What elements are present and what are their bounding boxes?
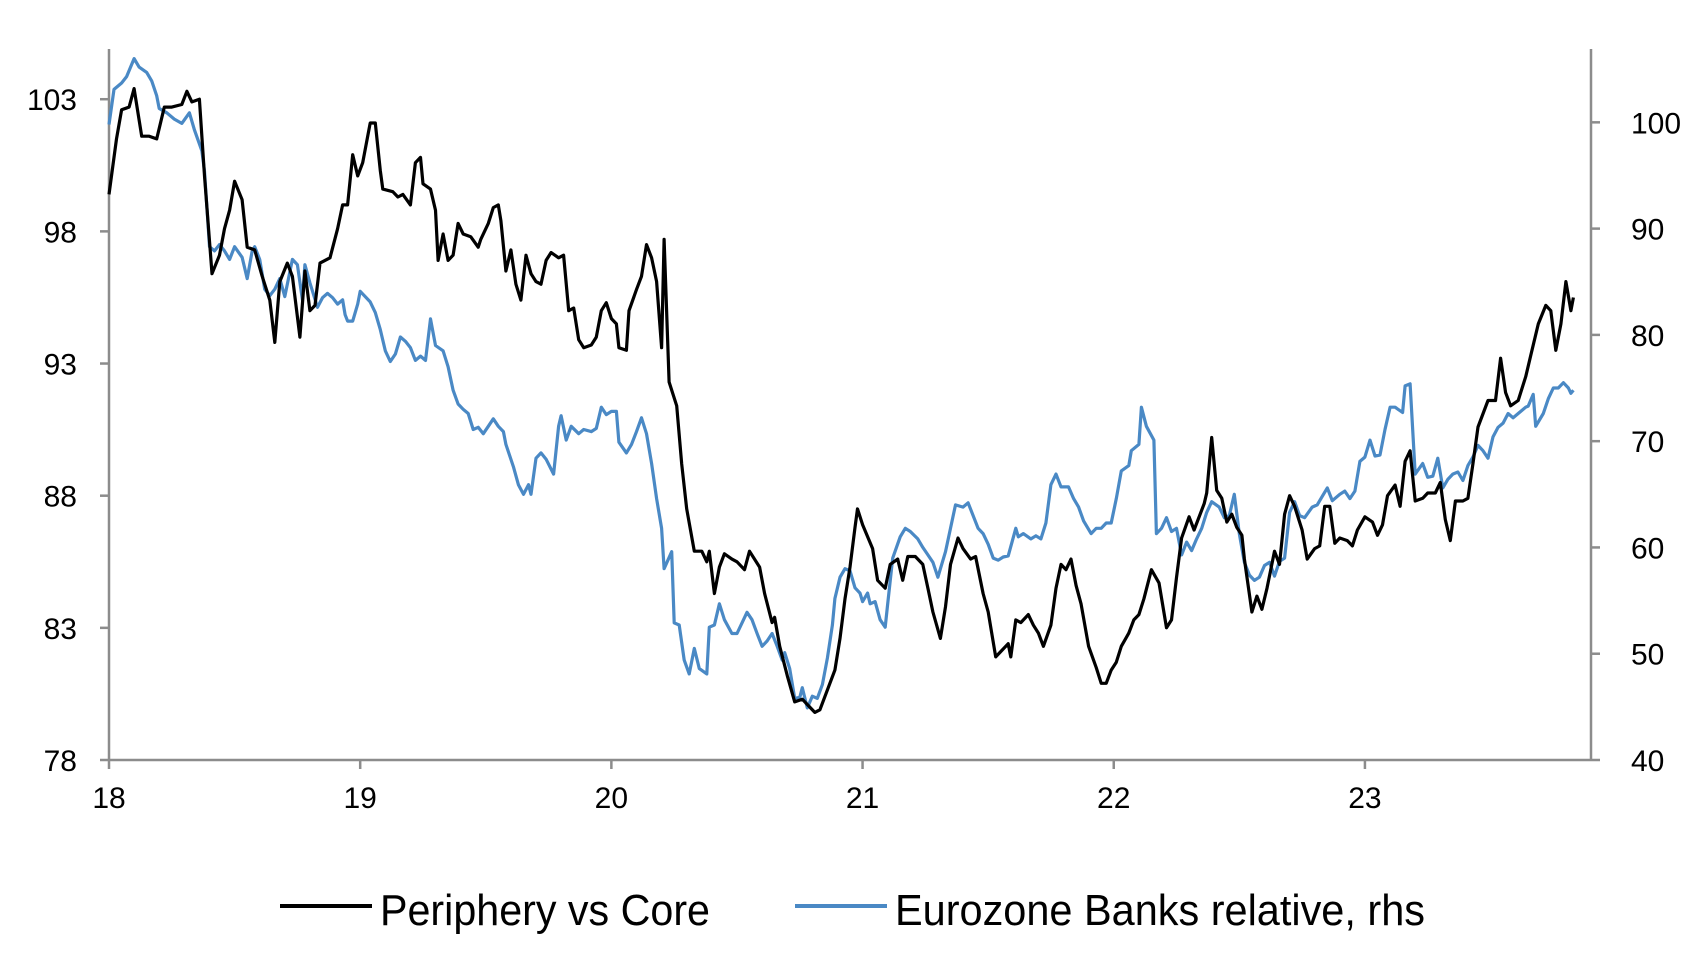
x-tick-label: 21 <box>846 782 879 815</box>
legend-label-eurozone-banks: Eurozone Banks relative, rhs <box>895 886 1425 935</box>
series-layer <box>107 57 1575 714</box>
left-y-tick-label: 103 <box>27 84 77 117</box>
right-y-tick-label: 40 <box>1631 745 1664 778</box>
x-tick-label: 18 <box>92 782 125 815</box>
axis-ticks: 78 83 88 93 98 103 40 50 60 70 80 90 100 18 19 20 21 22 23 <box>27 84 1681 815</box>
legend-label-periphery-vs-core: Periphery vs Core <box>380 886 710 935</box>
right-y-tick-label: 70 <box>1631 426 1664 459</box>
left-y-tick-label: 98 <box>44 216 77 249</box>
right-y-tick-label: 100 <box>1631 107 1681 140</box>
right-y-tick-label: 60 <box>1631 532 1664 565</box>
x-tick-label: 23 <box>1348 782 1381 815</box>
x-tick-label: 19 <box>343 782 376 815</box>
right-y-tick-label: 50 <box>1631 639 1664 672</box>
x-tick-label: 20 <box>595 782 628 815</box>
left-y-tick-label: 83 <box>44 613 77 646</box>
series-line-periphery-vs-core <box>107 87 1575 714</box>
legend: Periphery vs Core Eurozone Banks relativ… <box>280 886 1425 935</box>
left-y-tick-label: 88 <box>44 481 77 514</box>
series-line-eurozone-banks-relative <box>107 57 1575 710</box>
left-y-tick-label: 93 <box>44 349 77 382</box>
plot-area: 78 83 88 93 98 103 40 50 60 70 80 90 100 18 19 20 21 22 23 <box>27 49 1681 815</box>
left-y-tick-label: 78 <box>44 745 77 778</box>
right-y-tick-label: 80 <box>1631 320 1664 353</box>
x-tick-label: 22 <box>1097 782 1130 815</box>
right-y-tick-label: 90 <box>1631 214 1664 247</box>
